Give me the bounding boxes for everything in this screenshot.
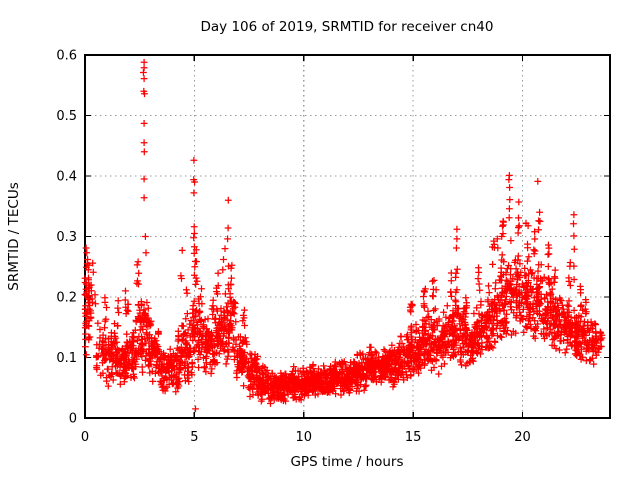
x-tick-label: 10	[295, 430, 312, 445]
y-tick-label: 0.5	[56, 109, 77, 124]
y-tick-label: 0.3	[56, 230, 77, 245]
data-points-srmtid	[81, 58, 606, 413]
y-axis-label: SRMTID / TECUs	[6, 182, 22, 290]
x-tick-label: 5	[190, 430, 198, 445]
y-tick-label: 0.1	[56, 351, 77, 366]
x-tick-label: 0	[81, 430, 89, 445]
x-tick-label: 15	[405, 430, 422, 445]
y-tick-label: 0.6	[56, 49, 77, 64]
axis-ticks	[84, 54, 610, 419]
x-axis-label: GPS time / hours	[290, 454, 403, 470]
x-tick-label: 20	[514, 430, 531, 445]
y-tick-label: 0.4	[56, 170, 77, 185]
y-tick-label: 0.2	[56, 291, 77, 306]
tick-labels: 0 5 10 15 20 0 0.1 0.2 0.3 0.4 0.5 0.6	[56, 49, 530, 446]
y-tick-label: 0	[69, 412, 77, 427]
chart-title: Day 106 of 2019, SRMTID for receiver cn4…	[201, 19, 494, 35]
